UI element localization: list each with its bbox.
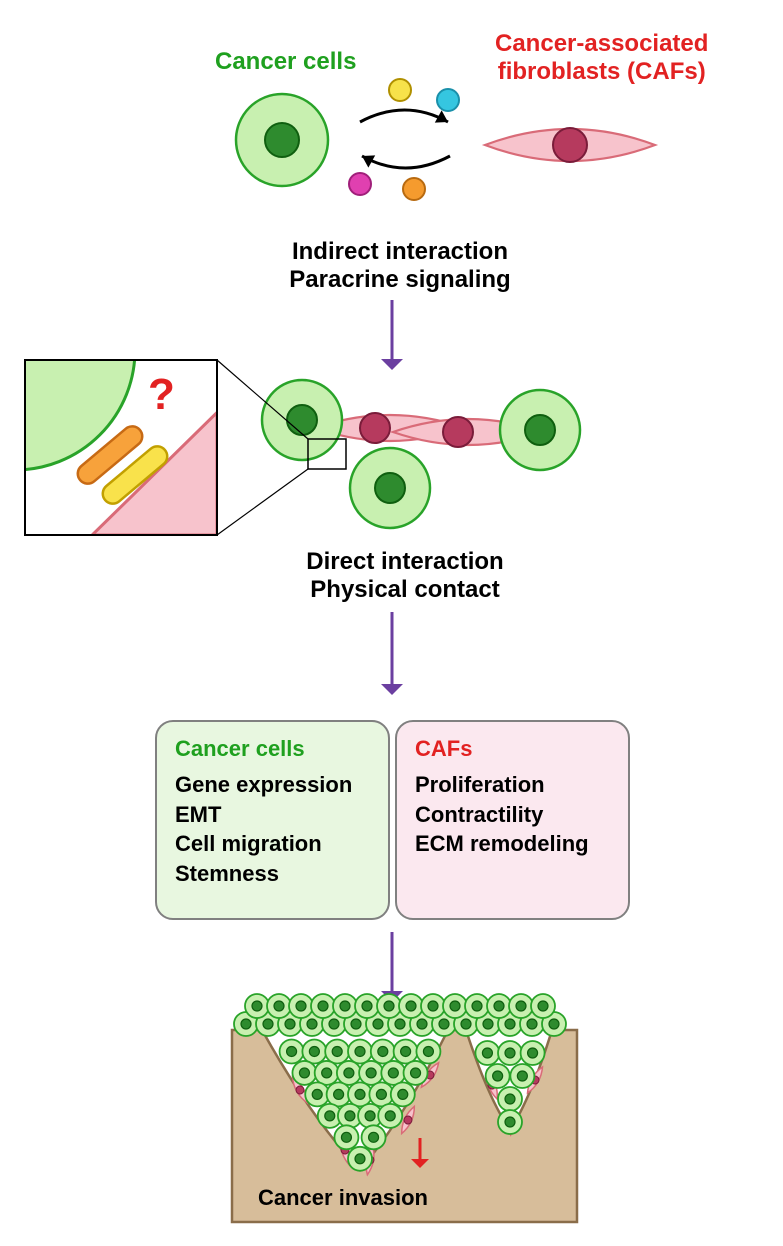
- box-cancer-effects: Cancer cells Gene expressionEMTCell migr…: [155, 720, 390, 920]
- box-item: ECM remodeling: [415, 829, 610, 859]
- label-invasion: Cancer invasion: [258, 1185, 428, 1210]
- box-item: EMT: [175, 800, 370, 830]
- label-cancer-cells: Cancer cells: [215, 48, 356, 76]
- box-caf-effects: CAFs ProliferationContractilityECM remod…: [395, 720, 630, 920]
- box-cancer-title: Cancer cells: [175, 736, 370, 762]
- diagram-svg: [0, 0, 783, 1246]
- label-qmark: ?: [148, 370, 175, 421]
- box-item: Cell migration: [175, 829, 370, 859]
- box-item: Proliferation: [415, 770, 610, 800]
- box-item: Stemness: [175, 859, 370, 889]
- label-indirect: Indirect interaction Paracrine signaling: [260, 238, 540, 293]
- label-direct: Direct interaction Physical contact: [265, 548, 545, 603]
- box-caf-title: CAFs: [415, 736, 610, 762]
- label-cafs: Cancer-associated fibroblasts (CAFs): [495, 30, 708, 85]
- box-item: Contractility: [415, 800, 610, 830]
- box-item: Gene expression: [175, 770, 370, 800]
